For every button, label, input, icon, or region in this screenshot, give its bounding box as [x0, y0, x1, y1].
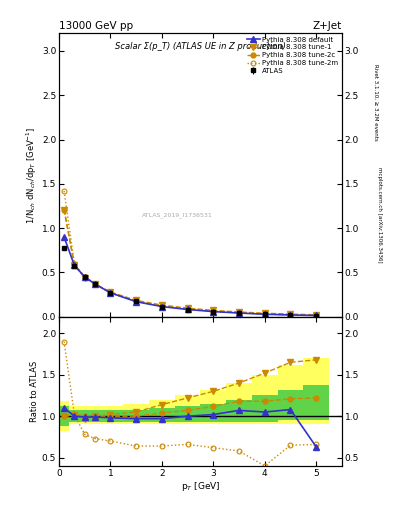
- Pythia 8.308 tune-2m: [72, 261, 77, 267]
- Text: Z+Jet: Z+Jet: [313, 21, 342, 31]
- Pythia 8.308 tune-1: [314, 312, 319, 318]
- Pythia 8.308 default: [288, 312, 293, 318]
- Text: Scalar Σ(p_T) (ATLAS UE in Z production): Scalar Σ(p_T) (ATLAS UE in Z production): [115, 42, 286, 51]
- Pythia 8.308 tune-2m: [185, 306, 190, 312]
- Pythia 8.308 tune-2c: [314, 312, 319, 318]
- Pythia 8.308 tune-2c: [108, 290, 113, 296]
- Pythia 8.308 default: [72, 262, 77, 268]
- Pythia 8.308 tune-2m: [93, 281, 97, 287]
- Pythia 8.308 tune-1: [134, 297, 138, 304]
- Pythia 8.308 tune-2m: [314, 312, 319, 318]
- Pythia 8.308 tune-2c: [185, 306, 190, 312]
- Text: Rivet 3.1.10, ≥ 3.2M events: Rivet 3.1.10, ≥ 3.2M events: [373, 64, 378, 141]
- Pythia 8.308 tune-1: [211, 307, 216, 313]
- Pythia 8.308 default: [211, 309, 216, 315]
- Pythia 8.308 default: [185, 306, 190, 312]
- Pythia 8.308 tune-2m: [134, 298, 138, 304]
- Pythia 8.308 tune-2m: [82, 274, 87, 280]
- Pythia 8.308 default: [108, 290, 113, 296]
- Pythia 8.308 tune-1: [108, 289, 113, 295]
- Line: Pythia 8.308 tune-1: Pythia 8.308 tune-1: [61, 207, 319, 317]
- Pythia 8.308 tune-1: [82, 274, 87, 281]
- Pythia 8.308 tune-2m: [108, 290, 113, 296]
- Pythia 8.308 tune-2c: [93, 281, 97, 287]
- Pythia 8.308 default: [82, 274, 87, 280]
- Pythia 8.308 tune-2m: [160, 303, 164, 309]
- Line: Pythia 8.308 default: Pythia 8.308 default: [61, 234, 319, 318]
- Y-axis label: 1/N$_{ch}$ dN$_{ch}$/dp$_T$ [GeV$^{-1}$]: 1/N$_{ch}$ dN$_{ch}$/dp$_T$ [GeV$^{-1}$]: [25, 126, 39, 224]
- Pythia 8.308 tune-1: [62, 206, 66, 212]
- Text: ATLAS_2019_I1736531: ATLAS_2019_I1736531: [142, 212, 213, 218]
- Pythia 8.308 tune-1: [72, 262, 77, 268]
- Pythia 8.308 default: [93, 281, 97, 287]
- Pythia 8.308 tune-2m: [263, 311, 267, 317]
- Pythia 8.308 tune-1: [93, 281, 97, 287]
- Pythia 8.308 tune-2c: [288, 312, 293, 318]
- Pythia 8.308 tune-2c: [160, 303, 164, 309]
- Pythia 8.308 default: [237, 310, 241, 316]
- Text: mcplots.cern.ch [arXiv:1306.3436]: mcplots.cern.ch [arXiv:1306.3436]: [377, 167, 382, 263]
- Pythia 8.308 tune-1: [263, 310, 267, 316]
- Pythia 8.308 tune-2c: [211, 308, 216, 314]
- Pythia 8.308 tune-2c: [82, 274, 87, 280]
- Pythia 8.308 tune-2c: [237, 310, 241, 316]
- Pythia 8.308 tune-2c: [134, 298, 138, 304]
- X-axis label: p$_T$ [GeV]: p$_T$ [GeV]: [181, 480, 220, 494]
- Pythia 8.308 tune-2m: [237, 310, 241, 316]
- Legend: Pythia 8.308 default, Pythia 8.308 tune-1, Pythia 8.308 tune-2c, Pythia 8.308 tu: Pythia 8.308 default, Pythia 8.308 tune-…: [246, 35, 340, 75]
- Pythia 8.308 default: [263, 311, 267, 317]
- Pythia 8.308 tune-2m: [288, 312, 293, 318]
- Pythia 8.308 tune-2m: [62, 188, 66, 194]
- Pythia 8.308 default: [62, 234, 66, 240]
- Pythia 8.308 tune-1: [185, 305, 190, 311]
- Pythia 8.308 default: [134, 298, 138, 305]
- Pythia 8.308 default: [314, 312, 319, 318]
- Line: Pythia 8.308 tune-2m: Pythia 8.308 tune-2m: [62, 188, 319, 318]
- Pythia 8.308 tune-1: [288, 311, 293, 317]
- Text: 13000 GeV pp: 13000 GeV pp: [59, 21, 133, 31]
- Pythia 8.308 tune-1: [160, 302, 164, 308]
- Pythia 8.308 default: [160, 304, 164, 310]
- Y-axis label: Ratio to ATLAS: Ratio to ATLAS: [30, 360, 39, 422]
- Pythia 8.308 tune-2c: [62, 206, 66, 212]
- Pythia 8.308 tune-2m: [211, 308, 216, 314]
- Pythia 8.308 tune-2c: [263, 311, 267, 317]
- Pythia 8.308 tune-1: [237, 309, 241, 315]
- Pythia 8.308 tune-2c: [72, 262, 77, 268]
- Line: Pythia 8.308 tune-2c: Pythia 8.308 tune-2c: [62, 207, 319, 318]
